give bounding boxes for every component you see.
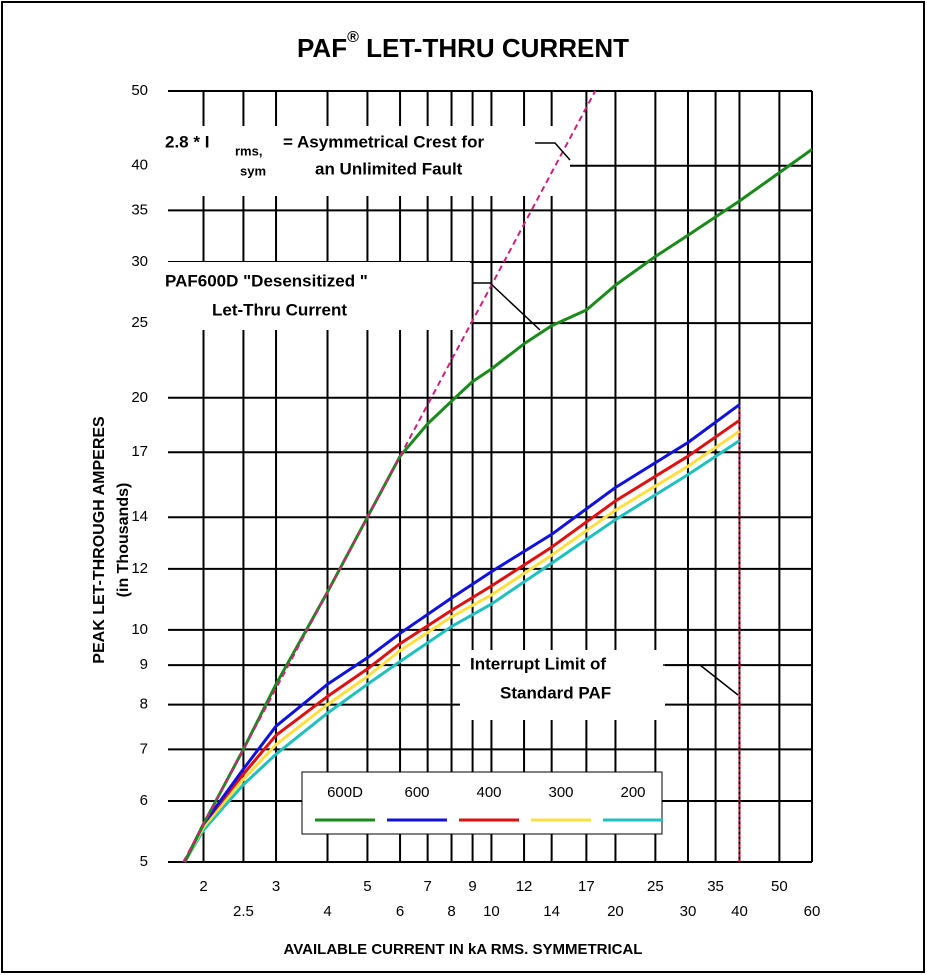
y-tick-label: 30 xyxy=(131,253,148,270)
x-tick-label: 40 xyxy=(731,903,748,920)
legend-label: 300 xyxy=(548,784,573,801)
x-tick-label: 10 xyxy=(483,903,500,920)
annotation: rms, xyxy=(235,143,262,158)
legend-box xyxy=(301,771,663,835)
chart-title: PAF® LET-THRU CURRENT xyxy=(297,29,629,63)
annotation: 2.8 * I xyxy=(165,132,209,151)
x-tick-label: 35 xyxy=(707,878,724,895)
series-line xyxy=(183,429,741,863)
y-tick-label: 6 xyxy=(140,792,148,809)
x-axis-label: AVAILABLE CURRENT IN kA RMS. SYMMETRICAL xyxy=(284,941,643,958)
x-tick-label: 50 xyxy=(771,878,788,895)
x-tick-label: 7 xyxy=(423,878,431,895)
y-tick-label: 40 xyxy=(131,157,148,174)
y-tick-label: 9 xyxy=(140,656,148,673)
x-tick-label: 14 xyxy=(543,903,560,920)
title-part: LET-THRU CURRENT xyxy=(359,33,629,63)
x-tick-label: 5 xyxy=(363,878,371,895)
y-tick-label: 25 xyxy=(131,314,148,331)
y-tick-label: 10 xyxy=(131,621,148,638)
series-line xyxy=(183,148,813,863)
x-tick-label: 2 xyxy=(199,878,207,895)
y-tick-label: 50 xyxy=(131,82,148,99)
title-part: PAF xyxy=(297,33,347,63)
y-axis-label: PEAK LET-THROUGH AMPERES xyxy=(91,416,108,664)
box xyxy=(150,262,470,330)
title-mark: ® xyxy=(347,29,359,46)
series-line xyxy=(183,403,741,863)
curves xyxy=(182,90,813,863)
box xyxy=(150,126,570,196)
arrow xyxy=(535,142,571,161)
x-tick-label: 9 xyxy=(468,878,476,895)
annotation: sym xyxy=(240,163,266,178)
x-tick-label: 12 xyxy=(516,878,533,895)
annotation-boxes xyxy=(150,126,665,720)
x-tick-label: 8 xyxy=(447,903,455,920)
series-line xyxy=(183,439,741,863)
legend-label: 600D xyxy=(327,784,363,801)
y-tick-label: 12 xyxy=(131,560,148,577)
x-tick-label: 6 xyxy=(396,903,404,920)
x-tick-label: 20 xyxy=(607,903,624,920)
annotation: Standard PAF xyxy=(500,683,611,702)
arrow xyxy=(663,664,739,696)
y-tick-label: 17 xyxy=(131,443,148,460)
annotation: = Asymmetrical Crest for xyxy=(283,132,484,151)
reference-line xyxy=(182,90,597,863)
y-tick-label: 7 xyxy=(140,740,148,757)
x-tick-label: 60 xyxy=(804,903,821,920)
legend-label: 600 xyxy=(404,784,429,801)
series-line xyxy=(183,419,741,863)
annotation: Let-Thru Current xyxy=(212,300,347,319)
annotation: PAF600D "Desensitized " xyxy=(165,271,368,290)
x-tick-label: 2.5 xyxy=(233,903,254,920)
annotations: 2.8 * I rms, sym = Asymmetrical Crest fo… xyxy=(165,132,739,702)
x-tick-label: 3 xyxy=(272,878,280,895)
y-tick-label: 35 xyxy=(131,201,148,218)
arrow xyxy=(472,282,541,331)
y-tick-label: 5 xyxy=(140,853,148,870)
x-tick-label: 25 xyxy=(647,878,664,895)
y-tick-label: 14 xyxy=(131,508,148,525)
legend: 600D 600 400 300 200 xyxy=(315,784,663,822)
annotation: Interrupt Limit of xyxy=(470,654,606,673)
x-tick-label: 30 xyxy=(680,903,697,920)
legend-label: 400 xyxy=(476,784,501,801)
y-axis-label: (in Thousands) xyxy=(115,483,132,598)
y-tick-label: 8 xyxy=(140,696,148,713)
y-tick-label: 20 xyxy=(131,389,148,406)
x-tick-label: 4 xyxy=(323,903,331,920)
x-tick-label: 17 xyxy=(578,878,595,895)
legend-label: 200 xyxy=(620,784,645,801)
annotation: an Unlimited Fault xyxy=(315,159,463,178)
box xyxy=(460,650,665,720)
